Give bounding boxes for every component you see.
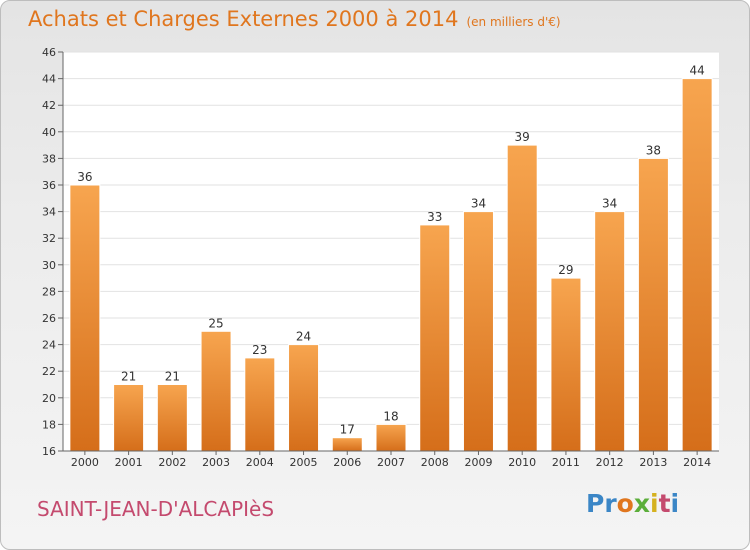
bar — [419, 224, 451, 452]
bars — [69, 78, 713, 452]
x-tick-label: 2009 — [464, 456, 492, 469]
x-tick-label: 2007 — [377, 456, 405, 469]
logo-part: i — [649, 489, 659, 518]
y-tick-label: 20 — [42, 392, 56, 405]
proxiti-logo: Proxiti — [586, 489, 679, 518]
logo-part: x — [633, 489, 650, 518]
x-tick-label: 2011 — [552, 456, 580, 469]
bar — [244, 357, 276, 452]
data-label: 21 — [121, 370, 136, 384]
y-tick-label: 32 — [42, 232, 56, 245]
y-tick-label: 44 — [42, 73, 56, 86]
data-label: 44 — [689, 64, 704, 78]
bar — [681, 78, 713, 452]
y-tick-label: 38 — [42, 152, 56, 165]
y-tick-label: 40 — [42, 126, 56, 139]
bar — [462, 211, 494, 452]
logo-part: Pr — [586, 489, 617, 518]
x-tick-label: 2004 — [246, 456, 274, 469]
data-label: 29 — [558, 263, 573, 277]
chart-title-line: Achats et Charges Externes 2000 à 2014 (e… — [28, 7, 561, 31]
data-label: 21 — [165, 370, 180, 384]
x-tick-label: 2002 — [158, 456, 186, 469]
chart-title: Achats et Charges Externes 2000 à 2014 — [28, 7, 459, 31]
y-tick-label: 28 — [42, 285, 56, 298]
y-tick-label: 34 — [42, 206, 56, 219]
data-label: 18 — [383, 409, 398, 423]
y-tick-label: 26 — [42, 312, 56, 325]
x-tick-label: 2001 — [115, 456, 143, 469]
y-tick-label: 46 — [42, 46, 56, 59]
commune-name: SAINT-JEAN-D'ALCAPIèS — [37, 497, 275, 521]
data-label: 25 — [208, 316, 223, 330]
data-label: 39 — [515, 130, 530, 144]
data-label: 17 — [340, 423, 355, 437]
chart-subtitle: (en milliers d'€) — [466, 15, 561, 29]
x-tick-label: 2005 — [290, 456, 318, 469]
bar — [69, 184, 101, 452]
y-axis: 16 18 20 22 24 26 28 30 32 34 36 38 40 42 44 46 — [42, 46, 64, 458]
logo-part: i — [670, 489, 680, 518]
x-tick-label: 2006 — [333, 456, 361, 469]
logo-part: t — [658, 489, 671, 518]
x-tick-label: 2013 — [639, 456, 667, 469]
value-labels: 36 21 21 25 23 24 17 18 33 34 39 29 34 38 44 — [77, 64, 705, 437]
data-label: 24 — [296, 330, 311, 344]
bar — [200, 330, 232, 452]
bar — [156, 384, 188, 452]
x-axis: 2000 2001 2002 2003 2004 2005 2006 2007 2008 2009… — [63, 450, 719, 469]
data-label: 36 — [77, 170, 92, 184]
bar — [288, 344, 320, 452]
x-tick-label: 2010 — [508, 456, 536, 469]
data-label: 38 — [646, 143, 661, 157]
bar — [375, 423, 407, 452]
y-tick-label: 36 — [42, 179, 56, 192]
data-label: 23 — [252, 343, 267, 357]
logo-part: o — [616, 489, 634, 518]
x-tick-label: 2008 — [421, 456, 449, 469]
bar — [113, 384, 145, 452]
y-tick-label: 24 — [42, 339, 56, 352]
x-tick-label: 2000 — [71, 456, 99, 469]
bar — [594, 211, 626, 452]
y-tick-label: 22 — [42, 365, 56, 378]
data-label: 33 — [427, 210, 442, 224]
y-tick-label: 18 — [42, 418, 56, 431]
y-tick-label: 42 — [42, 99, 56, 112]
y-tick-label: 16 — [42, 445, 56, 458]
bar — [506, 144, 538, 452]
x-tick-label: 2012 — [596, 456, 624, 469]
y-tick-label: 30 — [42, 259, 56, 272]
bar — [331, 437, 363, 452]
x-tick-label: 2003 — [202, 456, 230, 469]
bar — [550, 277, 582, 452]
bar — [637, 157, 669, 452]
data-label: 34 — [602, 197, 617, 211]
data-label: 34 — [471, 197, 486, 211]
x-tick-label: 2014 — [683, 456, 711, 469]
